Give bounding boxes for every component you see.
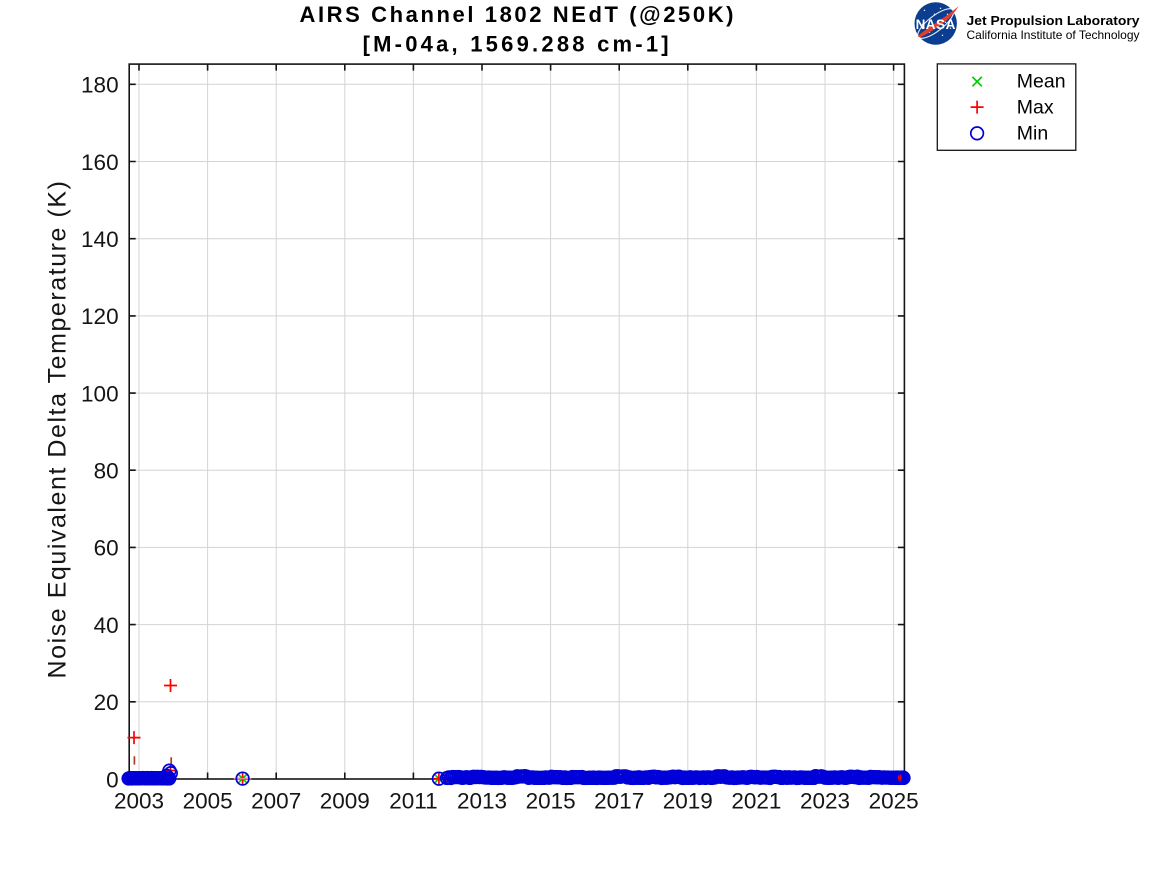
svg-text:Noise Equivalent Delta Tempera: Noise Equivalent Delta Temperature (K) — [44, 180, 72, 679]
svg-text:Min: Min — [1017, 122, 1048, 144]
svg-text:2005: 2005 — [183, 788, 233, 813]
svg-text:60: 60 — [94, 536, 119, 561]
svg-text:100: 100 — [81, 381, 119, 406]
svg-text:2013: 2013 — [457, 788, 507, 813]
svg-text:2003: 2003 — [114, 788, 164, 813]
svg-text:180: 180 — [81, 73, 119, 98]
svg-text:Mean: Mean — [1017, 71, 1066, 93]
svg-text:2025: 2025 — [869, 788, 919, 813]
svg-text:2015: 2015 — [526, 788, 576, 813]
svg-text:0: 0 — [106, 767, 119, 792]
svg-text:20: 20 — [94, 690, 119, 715]
svg-text:2019: 2019 — [663, 788, 713, 813]
svg-text:2011: 2011 — [389, 788, 437, 813]
svg-text:2023: 2023 — [800, 788, 850, 813]
svg-text:2007: 2007 — [251, 788, 301, 813]
svg-text:120: 120 — [81, 304, 119, 329]
svg-text:80: 80 — [94, 459, 119, 484]
svg-text:2009: 2009 — [320, 788, 370, 813]
svg-text:[M-04a, 1569.288 cm-1]: [M-04a, 1569.288 cm-1] — [363, 32, 669, 57]
svg-text:NASA: NASA — [916, 17, 956, 32]
svg-text:2021: 2021 — [731, 788, 781, 813]
svg-text:140: 140 — [81, 227, 119, 252]
svg-text:2017: 2017 — [594, 788, 644, 813]
svg-text:AIRS Channel 1802 NEdT (@250K): AIRS Channel 1802 NEdT (@250K) — [300, 2, 734, 27]
svg-text:California Institute of Techno: California Institute of Technology — [967, 28, 1140, 42]
svg-text:160: 160 — [81, 150, 119, 175]
svg-text:Max: Max — [1017, 97, 1054, 119]
svg-text:Jet Propulsion Laboratory: Jet Propulsion Laboratory — [967, 13, 1141, 28]
svg-text:40: 40 — [94, 613, 119, 638]
